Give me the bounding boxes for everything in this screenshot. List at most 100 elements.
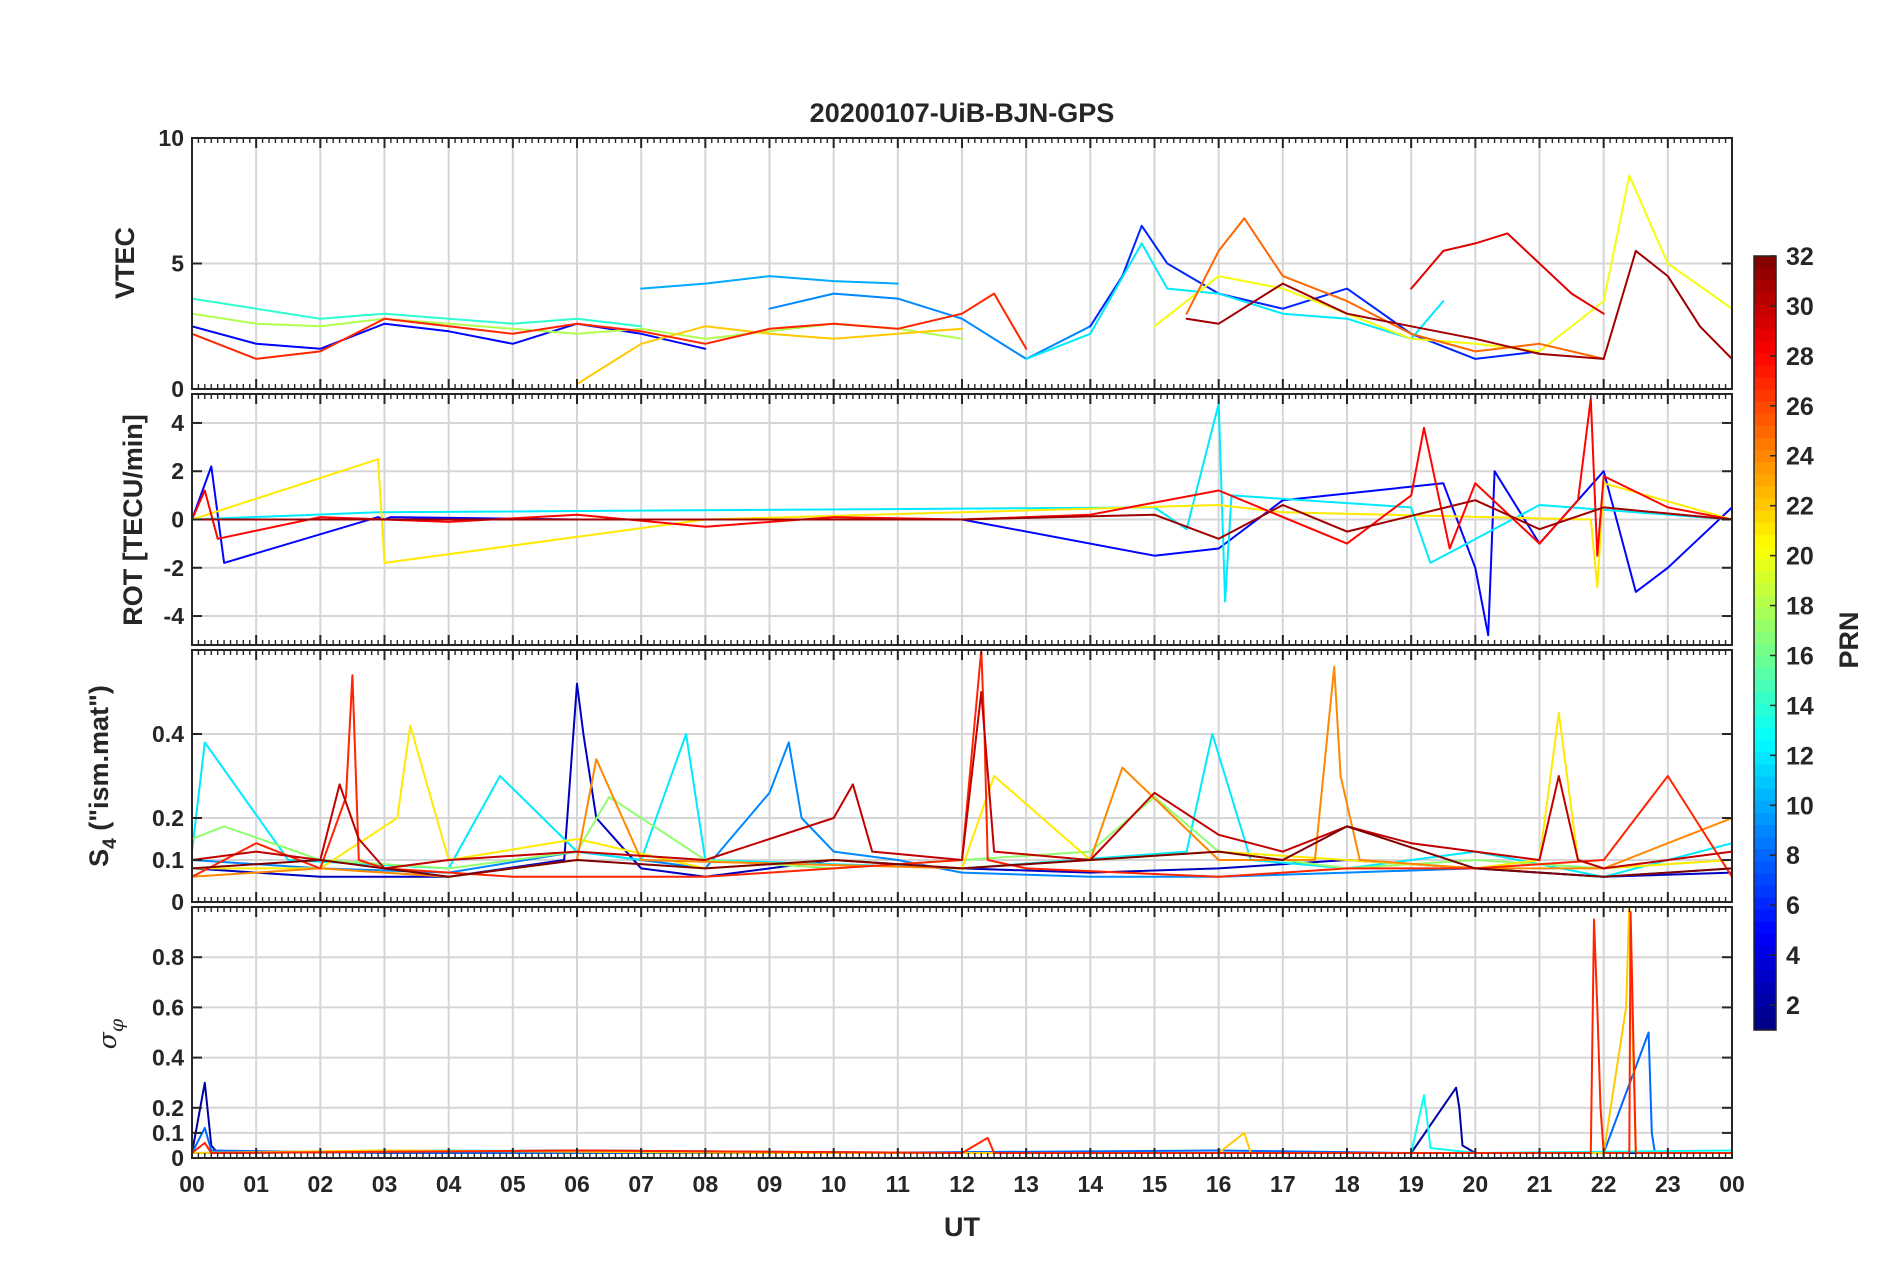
sigma-y-label: σφ [93, 1018, 128, 1049]
sigma-y-tick-label: 0.8 [152, 944, 184, 970]
x-tick-label: 23 [1655, 1171, 1681, 1197]
colorbar-segment [1754, 618, 1776, 632]
s4-series-prn-32 [192, 825, 1732, 878]
colorbar-segment [1754, 836, 1776, 850]
vtec-y-tick-label: 5 [171, 251, 184, 277]
colorbar-segment [1754, 340, 1776, 354]
vtec-series [192, 174, 1732, 385]
colorbar-segment [1754, 739, 1776, 753]
rot-frame [191, 393, 1733, 646]
colorbar-segment [1754, 643, 1776, 656]
colorbar-tick-label: 10 [1786, 792, 1814, 820]
s4-y-label: S4 ("ism.mat") [84, 685, 121, 867]
colorbar-tick-label: 2 [1786, 992, 1800, 1020]
colorbar-segment [1754, 1005, 1776, 1019]
colorbar-tick-label: 8 [1786, 842, 1800, 870]
colorbar-segment [1754, 582, 1776, 596]
colorbar-segment [1754, 630, 1776, 644]
colorbar-segment [1754, 292, 1776, 305]
sigma-series-prn-8 [192, 1031, 1732, 1154]
colorbar-segment [1754, 763, 1776, 777]
x-tick-label: 04 [436, 1171, 462, 1197]
colorbar-segment [1754, 933, 1776, 946]
sigma-y-label-sub: φ [106, 1018, 128, 1032]
vtec-series-prn-27 [192, 292, 1028, 360]
s4-y-label-main: S [84, 849, 114, 867]
colorbar-segment [1754, 921, 1776, 934]
colorbar-segment [1754, 558, 1776, 572]
colorbar-segment [1754, 884, 1776, 898]
colorbar-segment [1754, 280, 1776, 293]
s4-series-prn-21 [192, 712, 1732, 870]
vtec-y-label: VTEC [110, 227, 140, 299]
rot-y-tick-label: -2 [164, 555, 184, 581]
vtec-series-prn-22 [576, 325, 963, 385]
x-tick-label: 08 [693, 1171, 719, 1197]
colorbar-tick-label: 24 [1786, 443, 1814, 471]
colorbar-segment [1754, 679, 1776, 692]
x-tick-label: 12 [949, 1171, 975, 1197]
colorbar-segment [1754, 594, 1776, 608]
rot-series-prn-31 [192, 499, 1732, 540]
s4-y-label-sub: 4 [100, 838, 121, 849]
colorbar-segment [1754, 655, 1776, 668]
colorbar-segment [1754, 449, 1776, 463]
vtec-grid [192, 137, 1732, 390]
rot-y-label: ROT [TECU/min] [118, 414, 148, 625]
colorbar-segment [1754, 824, 1776, 838]
colorbar-segment [1754, 800, 1776, 813]
x-tick-label: 14 [1078, 1171, 1104, 1197]
vtec-series-prn-14 [192, 297, 643, 328]
colorbar-segment [1754, 848, 1776, 862]
colorbar-tick-label: 12 [1786, 742, 1814, 770]
colorbar-segment [1754, 268, 1776, 281]
s4-y-ticks: 0 0.1 0.2 0.4 [152, 650, 1733, 915]
chart-title: 20200107-UiB-BJN-GPS [810, 98, 1115, 128]
colorbar-segment [1754, 485, 1776, 499]
colorbar-segment [1754, 316, 1776, 330]
x-axis-label: UT [944, 1212, 980, 1242]
colorbar-segment [1754, 437, 1776, 451]
x-tick-label: 00 [179, 1171, 205, 1197]
colorbar-segment [1754, 461, 1776, 475]
colorbar-segment [1754, 812, 1776, 825]
colorbar-segment [1754, 691, 1776, 705]
vtec-series-prn-10 [640, 275, 899, 290]
s4-series [192, 650, 1732, 878]
vtec-series-prn-6 [1089, 224, 1541, 360]
x-tick-label: 00 [1719, 1171, 1745, 1197]
rot-series-prn-12 [192, 402, 1732, 603]
panel-vtec: 0 5 10 [158, 125, 1733, 402]
colorbar-tick-label: 18 [1786, 593, 1814, 621]
s4-y-tick-label: 0 [171, 889, 184, 915]
x-tick-label: 16 [1206, 1171, 1232, 1197]
vtec-series-prn-9 [768, 292, 1092, 360]
x-tick-label: 22 [1591, 1171, 1617, 1197]
colorbar-segment [1754, 364, 1776, 378]
sigma-y-tick-label: 0 [171, 1145, 184, 1171]
panel-s4: 0 0.1 0.2 0.4 [152, 649, 1733, 915]
s4-frame [191, 649, 1733, 903]
colorbar-segment [1754, 896, 1776, 910]
colorbar-segment [1754, 667, 1776, 680]
colorbar-segment [1754, 389, 1776, 402]
colorbar-label: PRN [1834, 611, 1864, 668]
colorbar-segment [1754, 727, 1776, 741]
x-tick-label: 11 [886, 1171, 911, 1197]
sigma-y-tick-label: 0.2 [152, 1095, 184, 1121]
sigma-y-label-main: σ [93, 1031, 122, 1049]
colorbar-segment [1754, 328, 1776, 342]
colorbar-segment [1754, 304, 1776, 318]
vtec-series-prn-29 [1410, 232, 1605, 315]
colorbar-segment [1754, 860, 1776, 874]
sigma-y-tick-label: 0.4 [152, 1045, 184, 1071]
colorbar-segment [1754, 522, 1776, 535]
vtec-y-tick-label: 10 [158, 125, 184, 151]
s4-series-prn-30 [192, 691, 1732, 870]
sigma-frame [191, 906, 1733, 1159]
colorbar-segment [1754, 425, 1776, 438]
colorbar-segment [1754, 401, 1776, 414]
x-tick-label: 13 [1013, 1171, 1039, 1197]
vtec-series-prn-31 [1185, 249, 1732, 360]
panel-sigma: 00.10.2 0.4 0.6 0.8 [152, 906, 1733, 1171]
